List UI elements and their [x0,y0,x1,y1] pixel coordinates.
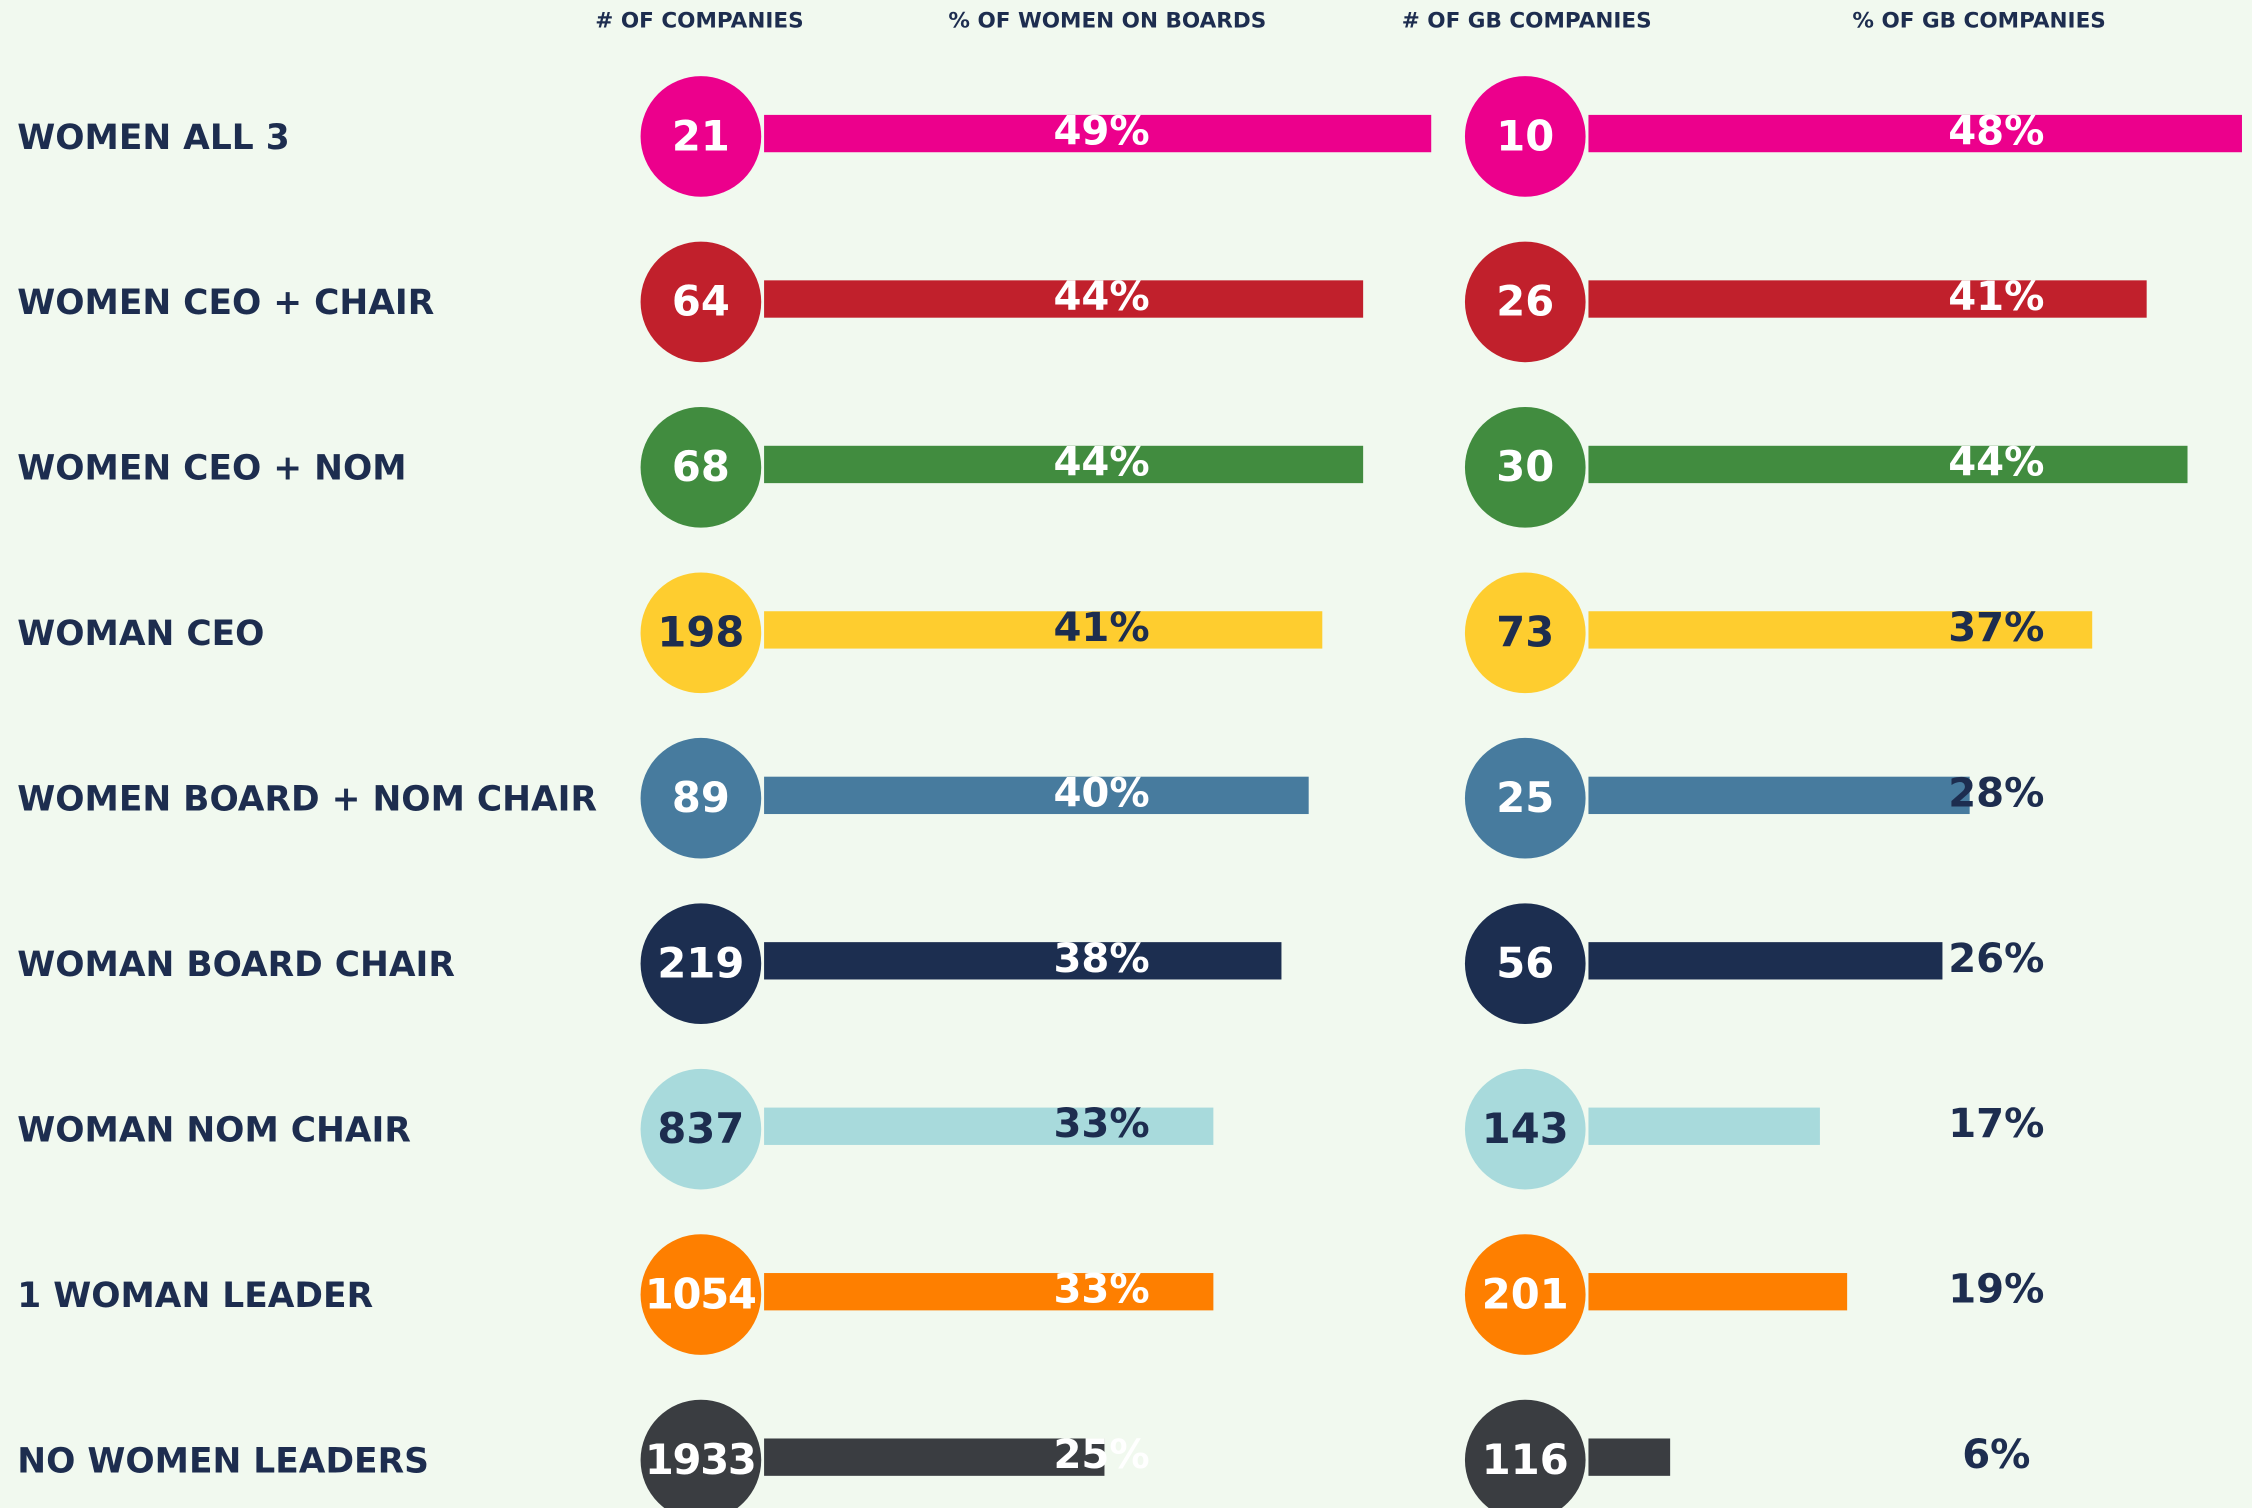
row-label: WOMAN NOM CHAIR [17,1111,411,1151]
count-badge [640,76,762,197]
column-header: % OF GB COMPANIES [1852,9,2105,34]
count-label: 219 [657,939,744,988]
bar [1588,942,1943,980]
row-label: WOMAN CEO [17,614,264,654]
count-badge [640,903,762,1025]
value-label: 6% [1962,1432,2030,1478]
count-label: 10 [1496,111,1554,160]
bar [764,445,1364,484]
value-label: 48% [1948,109,2044,155]
value-label: 26% [1948,936,2044,982]
count-badge [640,241,762,363]
row-label: WOMEN CEO + NOM [17,449,406,489]
count-label: 1054 [645,1269,757,1318]
count-label: 21 [672,111,730,160]
bar [764,1438,1105,1476]
count-label: 201 [1482,1269,1569,1318]
row-label: NO WOMEN LEADERS [17,1441,429,1481]
count-badge [1464,903,1586,1025]
bar [1588,1438,1671,1476]
row-label: 1 WOMAN LEADER [17,1276,373,1316]
value-label: 38% [1053,936,1149,982]
row-label: WOMEN BOARD + NOM CHAIR [17,780,597,820]
bar [764,280,1364,318]
count-badge [1464,1068,1586,1190]
count-badge [1464,1234,1586,1355]
bar [764,611,1323,649]
count-badge [1464,407,1586,528]
value-label: 17% [1948,1101,2044,1147]
bar [1588,445,2188,484]
value-label: 41% [1948,274,2044,320]
count-label: 143 [1482,1104,1569,1153]
bar [764,942,1282,980]
bar [1588,114,2242,153]
bar [764,776,1309,815]
count-badge [640,572,762,694]
count-badge [640,407,762,528]
count-label: 89 [672,773,730,822]
count-label: 68 [672,442,730,491]
count-badge [1464,572,1586,694]
bar [764,114,1432,153]
count-label: 837 [657,1104,744,1153]
count-label: 25 [1496,773,1554,822]
bar [1588,776,1970,815]
bar [1588,1273,1848,1311]
value-label: 44% [1053,439,1149,485]
count-label: 1933 [645,1435,757,1484]
value-label: 33% [1053,1101,1149,1147]
value-label: 28% [1948,770,2044,816]
count-badge [1464,1399,1586,1508]
count-badge [1464,76,1586,197]
count-label: 30 [1496,442,1554,491]
value-label: 44% [1948,439,2044,485]
count-label: 64 [672,277,730,326]
value-label: 49% [1053,109,1149,155]
row-label: WOMEN CEO + CHAIR [17,283,434,323]
value-label: 19% [1948,1267,2044,1313]
count-badge [640,1234,762,1355]
bar [1588,280,2147,318]
bar [1588,611,2093,649]
row-label: WOMEN ALL 3 [17,118,289,158]
count-badge [1464,241,1586,363]
count-label: 26 [1496,277,1554,326]
count-label: 73 [1496,608,1554,657]
bar [764,1107,1214,1145]
count-badge [1464,737,1586,859]
count-label: 56 [1496,939,1554,988]
value-label: 40% [1053,770,1149,816]
row-label: WOMAN BOARD CHAIR [17,945,455,985]
value-label: 41% [1053,605,1149,651]
value-label: 37% [1948,605,2044,651]
value-label: 33% [1053,1267,1149,1313]
column-header: % OF WOMEN ON BOARDS [948,9,1266,34]
value-label: 25% [1053,1432,1149,1478]
bar [1588,1107,1820,1145]
column-header: # OF COMPANIES [595,9,803,34]
count-badge [640,1399,762,1508]
count-label: 198 [657,608,744,657]
count-badge [640,1068,762,1190]
bar [764,1273,1214,1311]
count-label: 116 [1482,1435,1569,1484]
value-label: 44% [1053,274,1149,320]
count-badge [640,737,762,859]
column-header: # OF GB COMPANIES [1402,9,1652,34]
